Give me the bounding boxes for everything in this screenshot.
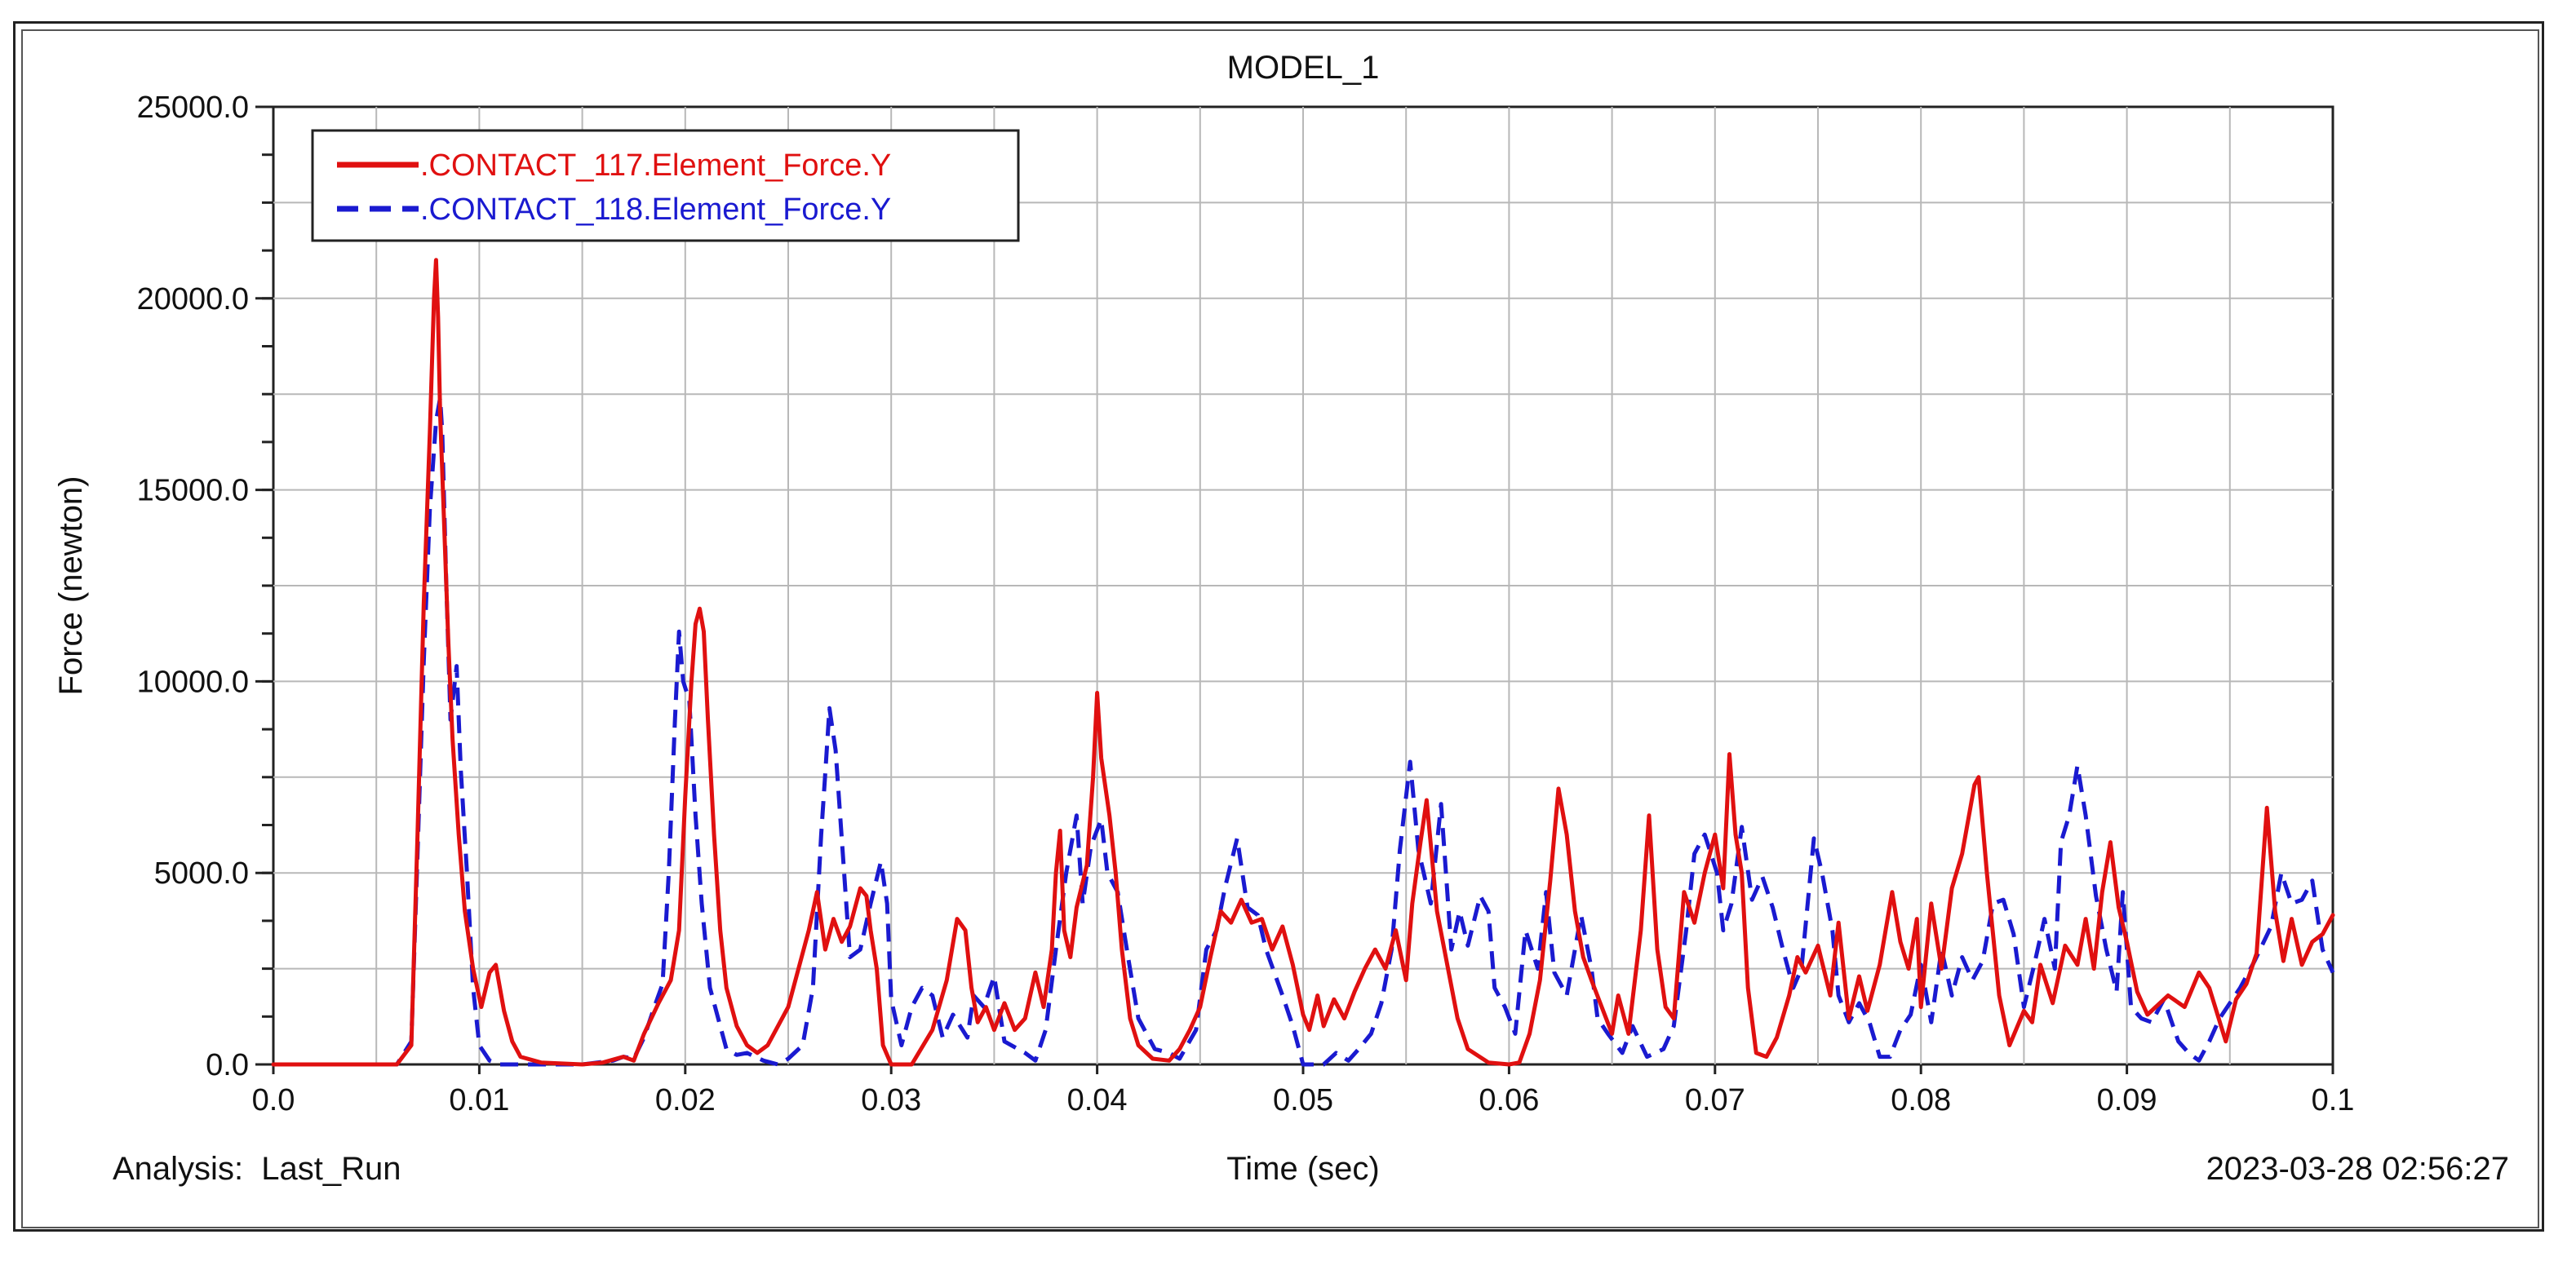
x-tick-label: 0.03: [861, 1083, 921, 1117]
timestamp-label: 2023-03-28 02:56:27: [2206, 1151, 2509, 1187]
x-tick-label: 0.08: [1891, 1083, 1951, 1117]
y-tick-label: 20000.0: [137, 282, 249, 316]
legend-label-contact-117: .CONTACT_117.Element_Force.Y: [420, 148, 891, 183]
y-tick-label: 10000.0: [137, 665, 249, 699]
y-tick-label: 5000.0: [154, 856, 249, 891]
y-tick-labels: 0.0 5000.0 10000.0 15000.0 20000.0 25000.0: [137, 91, 273, 1082]
x-tick-label: 0.1: [2312, 1083, 2355, 1117]
gridlines: [273, 107, 2333, 1064]
y-tick-label: 15000.0: [137, 474, 249, 508]
y-tick-label: 0.0: [206, 1048, 249, 1082]
legend-label-contact-118: .CONTACT_118.Element_Force.Y: [420, 192, 891, 227]
x-tick-label: 0.09: [2097, 1083, 2157, 1117]
y-minor-ticks: [262, 153, 273, 1018]
legend-box: [311, 129, 1020, 242]
x-tick-label: 0.0: [252, 1083, 295, 1117]
x-tick-labels: 0.0 0.01 0.02 0.03 0.04 0.05 0.06 0.07 0.08 0.09 0…: [252, 1064, 2355, 1117]
x-axis-label: Time (sec): [1226, 1151, 1379, 1187]
y-axis-label: Force (newton): [53, 476, 89, 696]
series-line-contact-118: [273, 396, 2335, 1067]
x-tick-label: 0.02: [655, 1083, 716, 1117]
x-tick-label: 0.07: [1685, 1083, 1745, 1117]
series-group: [271, 258, 2335, 1067]
series-line-contact-117: [271, 258, 2335, 1067]
analysis-label: Analysis: Last_Run: [113, 1151, 401, 1187]
chart-title: MODEL_1: [1227, 50, 1380, 86]
x-tick-label: 0.06: [1479, 1083, 1539, 1117]
legend: .CONTACT_117.Element_Force.Y .CONTACT_11…: [311, 129, 1020, 242]
y-tick-label: 25000.0: [137, 91, 249, 125]
x-tick-label: 0.05: [1273, 1083, 1333, 1117]
x-tick-label: 0.04: [1067, 1083, 1128, 1117]
x-tick-label: 0.01: [449, 1083, 509, 1117]
